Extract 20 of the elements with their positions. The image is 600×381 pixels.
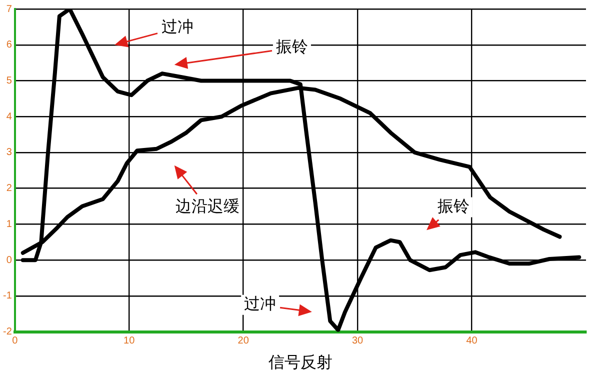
x-tick-label: 30: [352, 336, 364, 347]
x-tick-label: 20: [238, 336, 250, 347]
annotation: 振铃: [437, 196, 470, 216]
y-tick-label: 3: [6, 147, 12, 158]
x-tick-label: 40: [466, 336, 478, 347]
annotation: 过冲: [161, 17, 194, 36]
y-tick-label: 1: [6, 218, 12, 230]
x-tick-label: 10: [124, 336, 136, 347]
annotation: 振铃: [276, 37, 308, 56]
y-tick-label: 7: [6, 4, 12, 15]
y-tick-label: 0: [6, 254, 12, 266]
y-tick-label: 5: [6, 75, 12, 86]
annotation: 过冲: [244, 294, 276, 314]
y-tick-label: 6: [6, 40, 12, 51]
annotation: 边沿迟缓: [175, 196, 240, 216]
y-tick-label: 2: [6, 183, 12, 194]
x-axis-title: 信号反射: [268, 352, 332, 372]
y-tick-label: 4: [6, 111, 12, 122]
y-tick-label: -1: [2, 290, 12, 302]
y-tick-label: -2: [2, 326, 12, 338]
